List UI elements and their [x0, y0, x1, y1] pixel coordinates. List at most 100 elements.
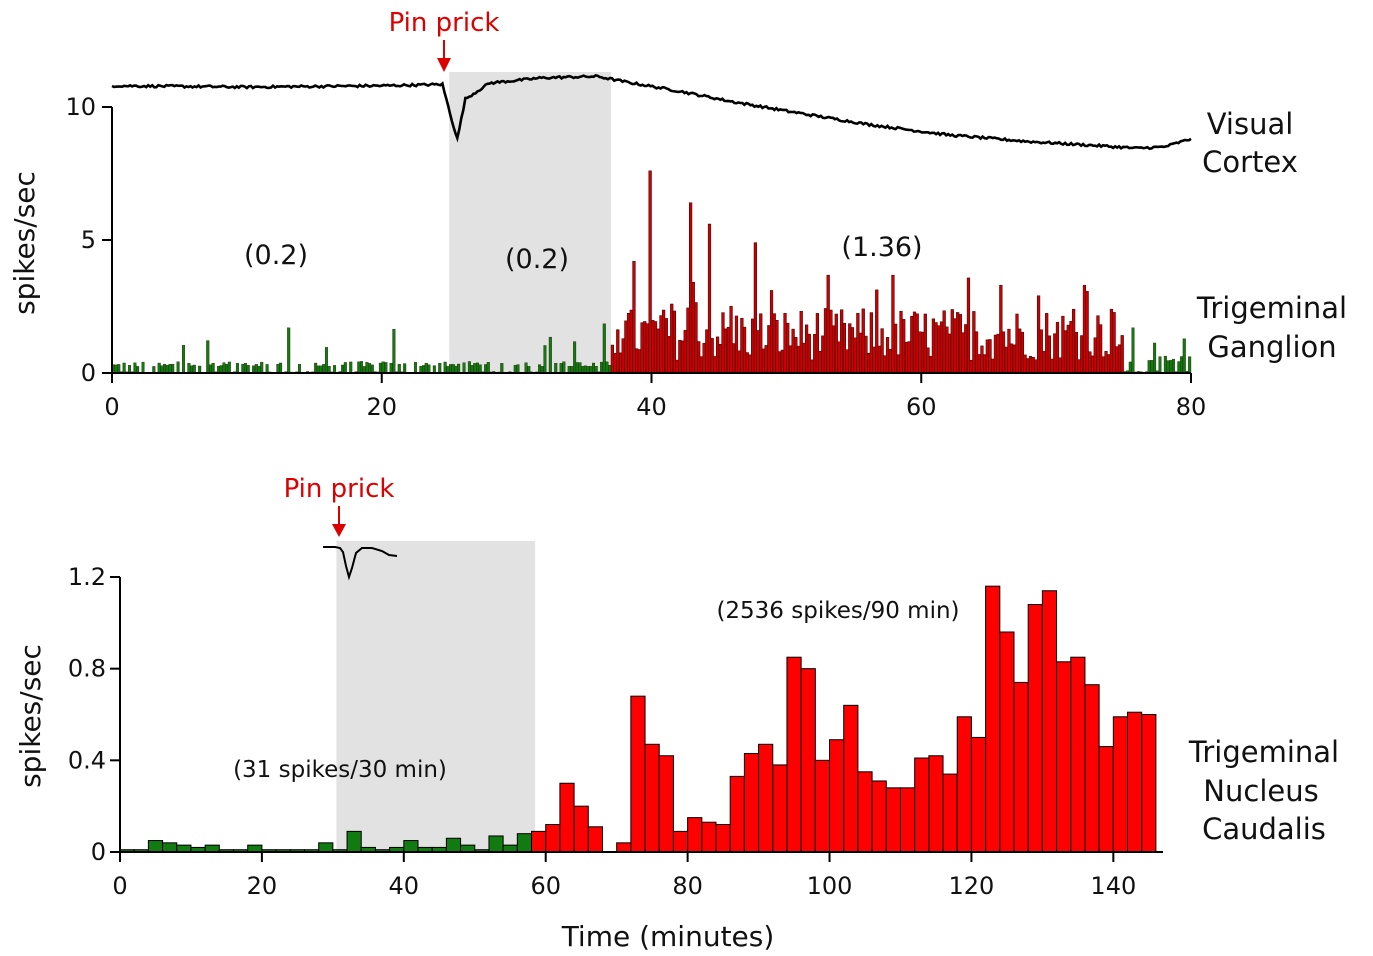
top-bar	[360, 361, 364, 374]
top-bar	[950, 309, 954, 374]
top-bar	[1107, 354, 1111, 374]
top-bar	[756, 330, 760, 374]
top-bar	[815, 313, 819, 374]
top-bar	[192, 364, 196, 374]
bottom-x-tick-label: 20	[247, 872, 278, 900]
top-bar	[1001, 331, 1006, 374]
top-bar	[902, 319, 906, 374]
top-bar	[689, 202, 693, 374]
top-bar	[211, 363, 215, 374]
top-bar	[457, 363, 461, 374]
top-bar	[613, 353, 617, 374]
bottom-bar	[516, 833, 533, 853]
bottom-x-tick-label: 100	[807, 872, 853, 900]
top-bar	[829, 309, 833, 374]
bottom-bar	[814, 759, 831, 853]
top-bar	[694, 302, 698, 374]
top-bar	[923, 313, 927, 374]
top-bar	[734, 315, 739, 374]
bottom-bar	[176, 844, 192, 853]
top-bar	[244, 363, 248, 374]
top-bar	[858, 332, 863, 374]
tnc-label-line3: Caudalis	[1202, 812, 1326, 846]
bottom-bar	[1070, 656, 1086, 853]
top-bar	[813, 333, 817, 374]
bottom-bar	[346, 830, 362, 853]
top-bar	[662, 309, 666, 374]
top-bar	[513, 365, 517, 374]
top-bar	[1023, 354, 1027, 374]
bottom-bars	[119, 585, 1157, 853]
top-y-tick-label: 5	[81, 226, 96, 254]
top-bar	[217, 365, 221, 374]
top-bar	[403, 363, 407, 374]
top-bar	[710, 338, 714, 374]
top-bar	[1020, 331, 1025, 374]
top-bar	[872, 346, 876, 374]
top-bar	[1042, 351, 1046, 374]
top-y-tick-label: 10	[65, 93, 96, 121]
top-bar	[176, 361, 180, 374]
top-bar	[885, 337, 890, 374]
top-bar	[349, 361, 353, 374]
top-bar	[961, 332, 965, 374]
top-bar	[640, 322, 644, 374]
top-bar	[160, 365, 164, 374]
top-bar	[939, 321, 944, 374]
top-x-tick-label: 40	[636, 393, 667, 421]
top-bar	[1010, 343, 1014, 374]
top-bar	[632, 261, 636, 374]
top-bar	[538, 364, 542, 374]
top-bar	[807, 333, 811, 374]
top-bar	[648, 170, 652, 374]
top-bar	[554, 363, 558, 374]
top-bar	[324, 347, 328, 374]
top-bar	[451, 364, 455, 374]
top-bar	[516, 364, 520, 374]
top-shaded-region	[449, 72, 612, 373]
bottom-pin-prick-label: Pin prick	[284, 474, 395, 504]
top-bar	[122, 362, 126, 374]
bottom-bar	[928, 755, 944, 853]
top-bar	[769, 290, 774, 374]
bottom-bar	[630, 695, 646, 853]
top-bar	[225, 364, 229, 374]
top-bar	[783, 313, 787, 374]
bottom-bar	[1127, 711, 1143, 853]
visual-cortex-label-line2: Cortex	[1202, 145, 1298, 179]
top-bar	[745, 352, 749, 374]
top-bar	[260, 361, 264, 374]
bottom-bar	[573, 805, 589, 853]
top-bar	[751, 318, 755, 374]
top-bar	[659, 315, 663, 374]
top-bar	[980, 345, 984, 374]
top-bar	[934, 322, 938, 374]
top-bar	[761, 348, 766, 374]
top-bar	[1080, 335, 1084, 374]
top-bar	[1047, 335, 1051, 374]
top-bar	[780, 349, 784, 374]
top-bar	[926, 347, 930, 374]
top-bar	[1120, 335, 1124, 374]
bottom-bar	[1141, 714, 1157, 853]
top-bar	[999, 284, 1003, 374]
top-bar	[276, 364, 280, 374]
top-bar	[424, 362, 428, 374]
top-bar	[697, 341, 701, 374]
top-bar	[834, 313, 838, 374]
top-annotation-stim: (0.2)	[505, 244, 569, 275]
top-bar	[715, 336, 720, 374]
bottom-bar	[403, 840, 419, 853]
top-bar	[462, 362, 466, 374]
bottom-y-tick-label: 0.4	[68, 746, 106, 774]
top-bar	[181, 345, 185, 374]
bottom-bar	[701, 821, 717, 853]
top-y-axis-title: spikes/sec	[8, 171, 41, 315]
top-bar	[163, 364, 167, 374]
top-bar	[1112, 312, 1116, 374]
top-bar	[449, 364, 453, 374]
bottom-x-tick-label: 140	[1090, 872, 1136, 900]
top-bar	[856, 312, 860, 374]
visual-cortex-trace	[111, 74, 1192, 151]
top-bar	[422, 365, 426, 374]
